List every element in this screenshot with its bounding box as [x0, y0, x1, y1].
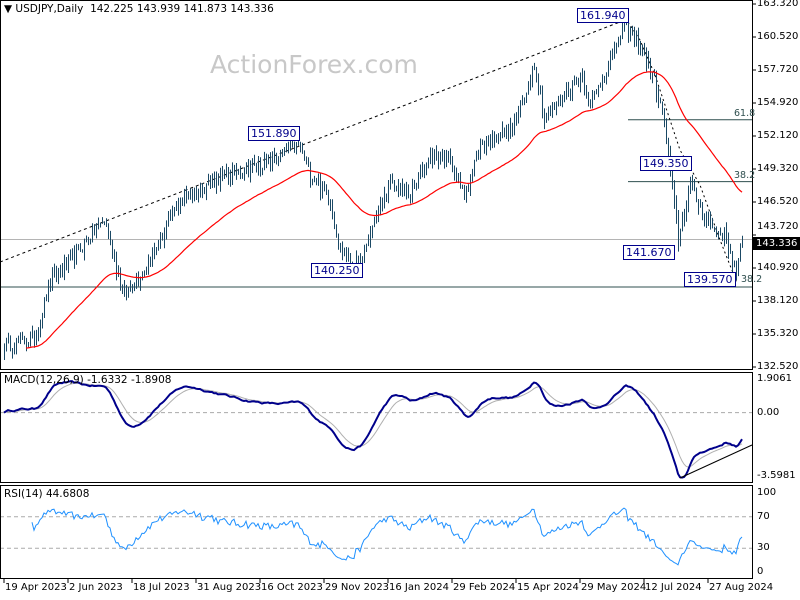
current-price-tag: 143.336 — [753, 237, 800, 250]
macd-axis-label: -3.5981 — [757, 470, 796, 481]
price-panel-frame — [0, 0, 753, 370]
price-axis-label: 154.920 — [757, 97, 799, 108]
price-axis-label: 135.320 — [757, 328, 799, 339]
price-axis-label: 152.120 — [757, 130, 799, 141]
time-axis-label: 29 Nov 2023 — [325, 582, 390, 593]
rising-trendline — [0, 19, 626, 263]
time-axis-label: 16 Oct 2023 — [261, 582, 323, 593]
triangle-down-icon[interactable]: ▼ — [4, 3, 13, 15]
macd-axis-label: 0.00 — [757, 406, 780, 418]
time-axis-label: 19 Apr 2023 — [5, 582, 67, 593]
macd-signal-line — [3, 382, 743, 468]
time-axis-label: 31 Aug 2023 — [197, 582, 262, 593]
macd-line — [3, 380, 743, 479]
chart-header: ▼ USDJPY,Daily 142.225 143.939 141.873 1… — [4, 3, 274, 15]
swing-price-label: 140.250 — [311, 263, 363, 278]
swing-price-label: 141.670 — [623, 245, 675, 260]
price-axis-label: 163.320 — [757, 0, 799, 9]
price-axis-label: 157.720 — [757, 64, 799, 75]
rsi-axis-label: 100 — [757, 487, 777, 498]
price-axis-label: 149.320 — [757, 163, 799, 174]
price-axis-label: 143.720 — [757, 221, 799, 232]
fib-label: 61.8 — [734, 107, 756, 119]
swing-price-label: 151.890 — [248, 126, 300, 141]
moving-average-line — [25, 71, 743, 349]
price-axis-label: 140.920 — [757, 262, 799, 273]
time-axis-label: 2 Jun 2023 — [69, 582, 123, 593]
falling-trendline — [627, 21, 738, 284]
time-axis-label: 12 Jul 2024 — [645, 582, 702, 593]
macd-axis-label: 1.9061 — [757, 373, 792, 384]
watermark: ActionForex.com — [210, 50, 418, 79]
price-axis-label: 146.520 — [757, 196, 799, 207]
macd-title: MACD(12,26,9) -1.6332 -1.8908 — [4, 374, 172, 386]
swing-price-label: 161.940 — [577, 8, 629, 23]
time-axis-label: 15 Apr 2024 — [517, 582, 579, 593]
rsi-axis-label: 30 — [757, 542, 770, 554]
swing-price-label: 149.350 — [640, 156, 692, 171]
ohlc-readout: 142.225 143.939 141.873 143.336 — [90, 3, 274, 15]
rsi-line — [31, 507, 743, 566]
time-axis-label: 18 Jul 2023 — [133, 582, 190, 593]
swing-price-label: 139.570 — [684, 272, 736, 287]
time-axis-label: 29 Feb 2024 — [453, 582, 516, 593]
rsi-axis-label: 0 — [757, 566, 764, 577]
macd-trendline — [679, 444, 753, 479]
rsi-title: RSI(14) 44.6808 — [4, 488, 90, 500]
symbol-label: USDJPY,Daily — [15, 3, 84, 15]
fib-label: 38.2 — [741, 273, 763, 285]
macd-panel-frame — [0, 372, 753, 483]
fib-label: 38.2 — [734, 169, 756, 181]
price-axis-label: 160.520 — [757, 31, 799, 42]
price-axis-label: 132.520 — [757, 361, 799, 372]
time-axis-label: 27 Aug 2024 — [709, 582, 774, 593]
price-axis-label: 138.120 — [757, 295, 799, 306]
rsi-panel-frame — [0, 485, 753, 579]
time-axis-label: 29 May 2024 — [581, 582, 647, 593]
rsi-axis-label: 70 — [757, 510, 770, 522]
time-axis-label: 16 Jan 2024 — [389, 582, 449, 593]
